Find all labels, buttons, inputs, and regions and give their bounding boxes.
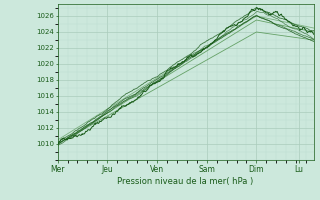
X-axis label: Pression niveau de la mer( hPa ): Pression niveau de la mer( hPa ) xyxy=(117,177,254,186)
